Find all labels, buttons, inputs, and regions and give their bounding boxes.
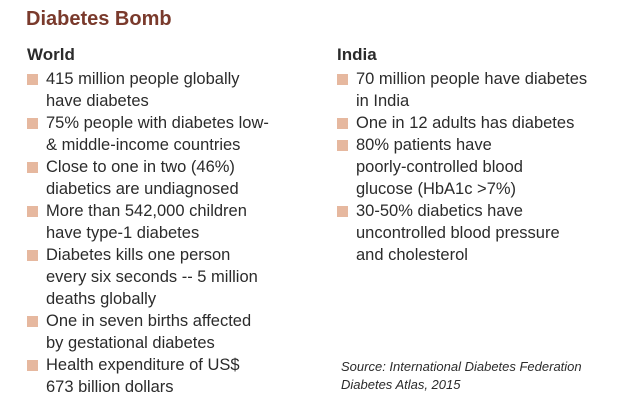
list-item-line: & middle-income countries — [46, 136, 241, 154]
list-item: Close to one in two (46%) diabetics are u… — [27, 156, 317, 200]
list-item-line: every six seconds -- 5 million — [46, 268, 258, 286]
list-item-line: glucose (HbA1c >7%) — [356, 180, 517, 198]
india-list: 70 million people have diabetes in India … — [337, 68, 627, 266]
list-item-line: 30-50% diabetics have — [356, 202, 523, 220]
square-bullet-icon — [27, 162, 38, 173]
india-heading: India — [337, 45, 377, 64]
list-item-line: deaths globally — [46, 290, 157, 308]
source-note: Source: International Diabetes Federatio… — [341, 358, 626, 394]
india-column: India 70 million people have diabetes in … — [337, 44, 627, 266]
list-item-line: have diabetes — [46, 92, 149, 110]
list-item-line: One in 12 adults has diabetes — [356, 114, 575, 132]
square-bullet-icon — [337, 140, 348, 151]
list-item-line: uncontrolled blood pressure — [356, 224, 560, 242]
page-title: Diabetes Bomb — [26, 8, 172, 30]
source-line: Source: International Diabetes Federatio… — [341, 359, 582, 374]
square-bullet-icon — [27, 316, 38, 327]
world-heading: World — [27, 45, 75, 64]
source-line: Diabetes Atlas, 2015 — [341, 377, 461, 392]
square-bullet-icon — [27, 74, 38, 85]
square-bullet-icon — [27, 206, 38, 217]
list-item-line: have type-1 diabetes — [46, 224, 200, 242]
list-item-line: Close to one in two (46%) — [46, 158, 235, 176]
list-item-line: by gestational diabetes — [46, 334, 215, 352]
square-bullet-icon — [27, 360, 38, 371]
list-item-line: 673 billion dollars — [46, 378, 174, 396]
list-item: 415 million people globally have diabetes — [27, 68, 317, 112]
list-item-line: 80% patients have — [356, 136, 492, 154]
world-list: 415 million people globally have diabetes… — [27, 68, 317, 398]
list-item-line: poorly-controlled blood — [356, 158, 523, 176]
list-item-line: Health expenditure of US$ — [46, 356, 240, 374]
square-bullet-icon — [337, 74, 348, 85]
square-bullet-icon — [27, 118, 38, 129]
list-item: One in 12 adults has diabetes — [337, 112, 627, 134]
list-item: 80% patients have poorly-controlled blood… — [337, 134, 627, 200]
list-item-line: and cholesterol — [356, 246, 468, 264]
square-bullet-icon — [337, 118, 348, 129]
list-item-line: in India — [356, 92, 410, 110]
list-item-line: One in seven births affected — [46, 312, 252, 330]
list-item-line: 75% people with diabetes low- — [46, 114, 269, 132]
square-bullet-icon — [27, 250, 38, 261]
list-item-line: More than 542,000 children — [46, 202, 247, 220]
list-item: Diabetes kills one person every six secon… — [27, 244, 317, 310]
list-item: One in seven births affected by gestation… — [27, 310, 317, 354]
list-item-line: Diabetes kills one person — [46, 246, 231, 264]
list-item: 75% people with diabetes low- & middle-in… — [27, 112, 317, 156]
list-item: 70 million people have diabetes in India — [337, 68, 627, 112]
world-column: World 415 million people globally have di… — [27, 44, 317, 398]
list-item: More than 542,000 children have type-1 di… — [27, 200, 317, 244]
list-item-line: diabetics are undiagnosed — [46, 180, 239, 198]
list-item: Health expenditure of US$ 673 billion dol… — [27, 354, 317, 398]
list-item-line: 415 million people globally — [46, 70, 240, 88]
list-item: 30-50% diabetics have uncontrolled blood … — [337, 200, 627, 266]
list-item-line: 70 million people have diabetes — [356, 70, 588, 88]
square-bullet-icon — [337, 206, 348, 217]
